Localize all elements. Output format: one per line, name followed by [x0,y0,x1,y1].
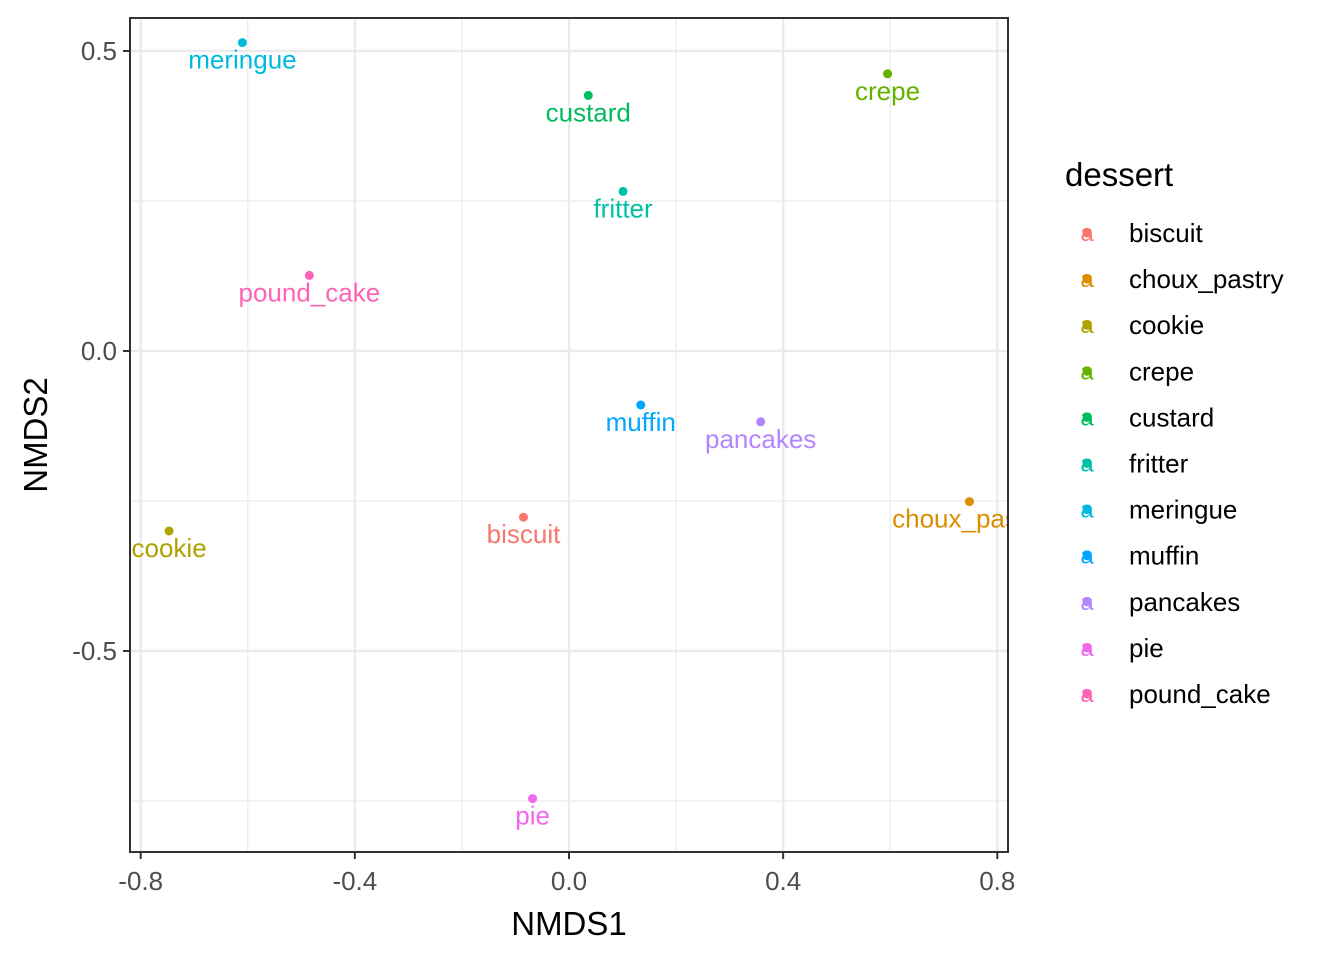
point-label-muffin: muffin [606,407,676,437]
x-tick-label: 0.4 [765,866,801,896]
legend-key-point-fritter [1082,459,1092,468]
points-layer [164,38,974,804]
y-axis-title: NMDS2 [17,377,54,493]
legend-key-glyph-crepe: a [1080,358,1094,385]
point-label-pound_cake: pound_cake [239,277,381,307]
point-cookie [164,526,174,536]
legend-key-glyph-meringue: a [1080,497,1094,524]
x-tick-label: -0.8 [118,866,163,896]
legend-key-point-meringue [1082,505,1092,515]
x-tick-label: -0.4 [332,866,377,896]
legend-key-glyph-muffin: a [1080,543,1094,570]
legend-key-glyph-pancakes: a [1080,589,1094,616]
legend-key-glyph-biscuit: a [1080,220,1094,247]
point-label-cookie: cookie [132,533,207,563]
y-tick-label: -0.5 [72,636,117,666]
legend-label-custard: custard [1129,402,1214,432]
point-pancakes [756,417,766,427]
legend-label-pancakes: pancakes [1129,587,1240,617]
legend-label-cookie: cookie [1129,310,1204,340]
point-pie [528,794,538,804]
point-label-meringue: meringue [188,45,296,75]
point-label-pancakes: pancakes [705,424,816,454]
legend-label-pound_cake: pound_cake [1129,679,1271,709]
legend-key-point-biscuit [1082,228,1092,238]
legend-key-point-muffin [1082,551,1092,561]
point-label-choux_pastry: choux_pastry [892,504,1047,534]
point-meringue [237,38,247,48]
x-axis-title: NMDS1 [511,905,627,942]
legend-label-muffin: muffin [1129,541,1199,571]
legend-key-glyph-custard: a [1080,404,1094,431]
legend-key-point-pancakes [1082,597,1092,607]
y-tick-label: 0.0 [81,336,117,366]
major-gridlines [130,18,1008,852]
legend-key-glyph-cookie: a [1080,312,1094,339]
y-axis: -0.5 0.0 0.5 [72,36,130,666]
x-tick-label: 0.8 [979,866,1015,896]
x-axis: -0.8 -0.4 0.0 0.4 0.8 [118,852,1015,896]
legend-label-meringue: meringue [1129,495,1237,525]
point-label-pie: pie [515,801,550,831]
legend-key-glyph-choux_pastry: a [1080,266,1094,293]
point-custard [583,90,593,100]
legend-key-point-crepe [1082,366,1092,376]
legend-title: dessert [1065,156,1173,193]
legend-key-point-cookie [1082,320,1092,330]
x-tick-label: 0.0 [551,866,587,896]
y-tick-label: 0.5 [81,36,117,66]
legend-key-point-pie [1082,643,1092,653]
point-choux_pastry [964,497,974,507]
legend-label-choux_pastry: choux_pastry [1129,264,1284,294]
point-pound_cake [304,270,314,280]
point-label-custard: custard [546,97,631,127]
legend-key-point-choux_pastry [1082,274,1092,284]
point-fritter [618,186,628,196]
legend-key-point-custard [1082,412,1092,422]
point-label-crepe: crepe [855,76,920,106]
point-biscuit [518,512,528,522]
point-label-biscuit: biscuit [487,519,561,549]
legend-label-biscuit: biscuit [1129,218,1203,248]
legend-key-glyph-pie: a [1080,635,1094,662]
legend-key-glyph-pound_cake: a [1080,681,1094,708]
legend-key-glyph-fritter: a [1080,451,1094,478]
point-muffin [636,400,646,410]
point-crepe [883,69,893,79]
legend-label-fritter: fritter [1129,449,1189,479]
point-label-fritter: fritter [593,193,653,223]
legend-label-crepe: crepe [1129,356,1194,386]
legend-key-point-pound_cake [1082,689,1092,699]
legend-label-pie: pie [1129,633,1164,663]
